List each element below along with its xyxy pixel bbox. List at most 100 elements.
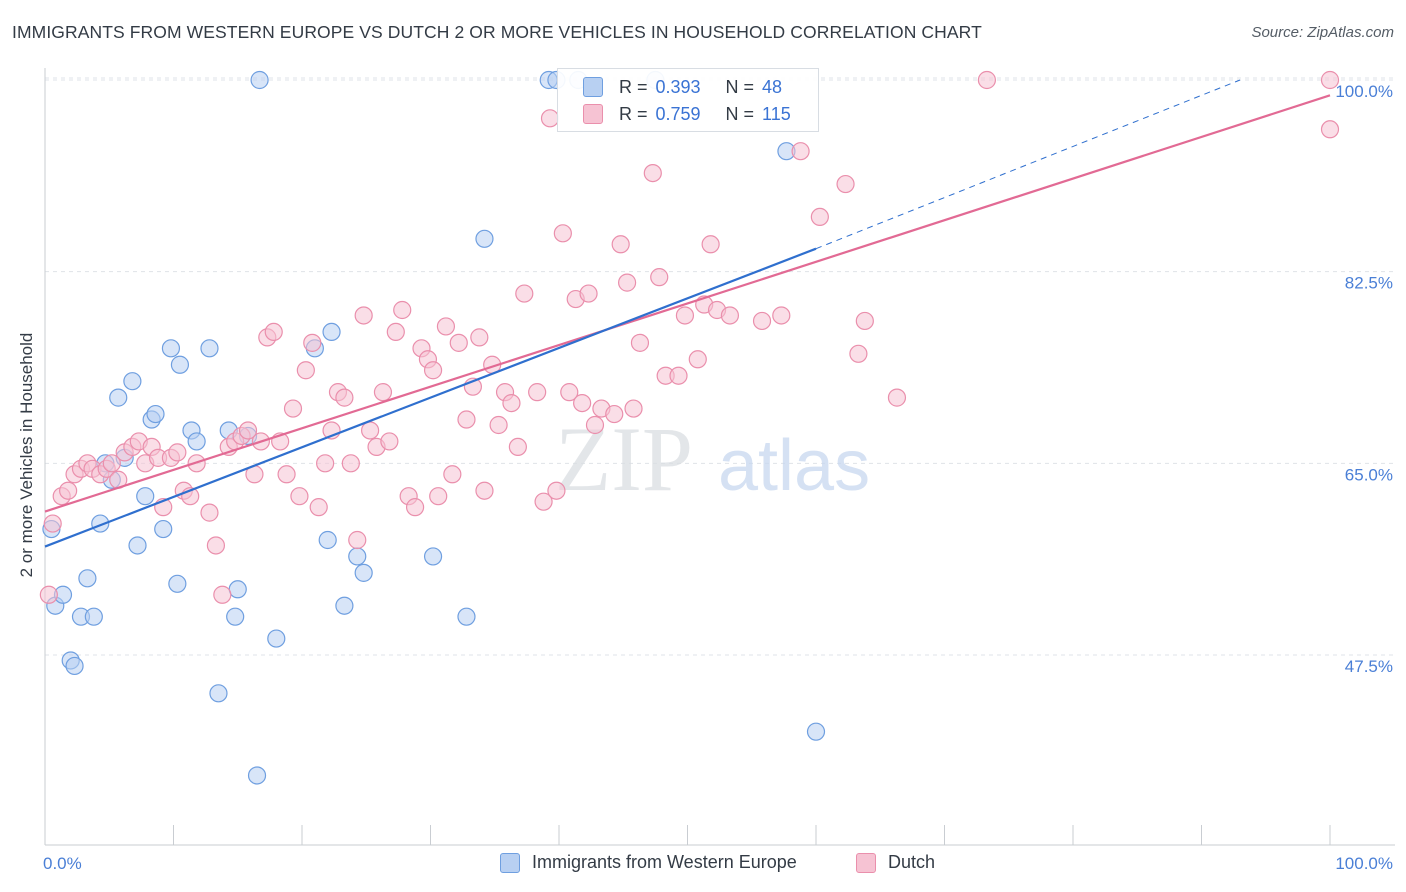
point-immigrants <box>250 70 269 90</box>
point-dutch <box>669 366 688 385</box>
point-immigrants <box>84 607 103 626</box>
legend-r-value-immigrants: 0.393 <box>655 76 701 97</box>
point-dutch <box>296 361 315 380</box>
point-dutch <box>238 421 258 440</box>
point-immigrants <box>209 684 228 703</box>
point-dutch <box>515 284 534 303</box>
point-dutch <box>290 487 309 506</box>
point-dutch <box>675 306 695 325</box>
stats-legend: R = 0.393 N = 48 R = 0.759 N = 115 <box>557 68 819 132</box>
point-immigrants <box>267 629 286 648</box>
point-dutch <box>361 421 380 440</box>
point-immigrants <box>200 339 219 358</box>
x-tick-label-min: 0.0% <box>43 854 82 873</box>
grid <box>45 77 1395 656</box>
point-immigrants <box>354 563 373 582</box>
point-dutch <box>341 454 360 473</box>
point-dutch <box>200 503 219 522</box>
point-dutch <box>470 328 489 347</box>
tick-labels: 47.5% 65.0% 82.5% 100.0% 0.0% 100.0% <box>43 82 1393 873</box>
point-dutch <box>423 361 443 380</box>
point-immigrants <box>109 388 128 407</box>
point-dutch <box>643 163 662 183</box>
point-dutch <box>701 235 720 254</box>
point-dutch <box>39 585 58 604</box>
point-dutch <box>303 333 322 352</box>
legend-n-label: N = <box>725 76 755 97</box>
point-immigrants <box>136 487 155 506</box>
point-dutch <box>618 273 637 292</box>
legend-r-label: R = <box>619 76 648 97</box>
trend-line-dutch <box>44 94 1331 513</box>
point-immigrants <box>348 547 367 566</box>
point-immigrants <box>228 580 247 599</box>
legend-n-value-dutch: 115 <box>762 103 791 124</box>
point-dutch <box>547 481 566 500</box>
x-tick-label-max: 100.0% <box>1335 854 1393 873</box>
point-dutch <box>443 465 462 484</box>
trend-line-immigrants-extension <box>815 79 1241 250</box>
y-tick-label: 65.0% <box>1345 465 1393 484</box>
point-immigrants <box>335 596 354 615</box>
point-dutch <box>849 344 868 363</box>
point-dutch <box>457 410 476 429</box>
point-dutch <box>354 306 373 325</box>
chart-title: IMMIGRANTS FROM WESTERN EUROPE VS DUTCH … <box>12 22 982 42</box>
point-dutch <box>855 311 874 331</box>
bottom-legend-swatch-blue <box>500 852 520 873</box>
point-dutch <box>508 437 527 457</box>
point-immigrants <box>318 530 337 550</box>
watermark-atlas: atlas <box>718 426 870 506</box>
legend-n-value-immigrants: 48 <box>762 76 783 97</box>
legend-n-label: N = <box>725 103 755 124</box>
point-dutch <box>540 109 560 128</box>
point-dutch <box>887 388 907 407</box>
point-dutch <box>720 306 740 325</box>
point-dutch <box>810 207 829 227</box>
bottom-legend-immigrants: Immigrants from Western Europe <box>500 852 797 873</box>
point-dutch <box>502 393 521 413</box>
point-immigrants <box>170 355 190 374</box>
point-immigrants <box>123 372 142 391</box>
point-dutch <box>277 465 296 484</box>
point-dutch <box>772 306 791 325</box>
point-dutch <box>534 492 553 511</box>
point-immigrants <box>247 766 267 785</box>
point-immigrants <box>226 607 245 626</box>
bottom-legend-label-dutch: Dutch <box>888 852 936 872</box>
y-tick-label: 82.5% <box>1345 274 1393 293</box>
point-dutch <box>573 393 592 413</box>
point-immigrants <box>423 547 443 566</box>
point-dutch <box>836 174 855 194</box>
point-immigrants <box>806 722 826 741</box>
point-dutch <box>405 498 425 517</box>
point-dutch <box>611 235 630 254</box>
point-dutch <box>449 333 468 352</box>
legend-row-dutch: R = 0.759 N = 115 <box>558 100 791 128</box>
legend-swatch-pink <box>583 104 603 124</box>
point-dutch <box>168 443 187 462</box>
point-dutch <box>316 454 335 473</box>
point-dutch <box>791 142 810 161</box>
series-immigrants-points <box>42 70 826 785</box>
point-dutch <box>373 383 393 402</box>
bottom-legend-label-immigrants: Immigrants from Western Europe <box>532 852 797 872</box>
point-dutch <box>528 383 547 402</box>
point-dutch <box>348 530 367 550</box>
point-dutch <box>264 322 283 342</box>
point-immigrants <box>187 432 206 451</box>
legend-row-immigrants: R = 0.393 N = 48 <box>558 73 782 101</box>
point-dutch <box>43 514 62 533</box>
watermark-zip: ZIP <box>555 408 693 510</box>
bottom-legend-swatch-pink <box>856 852 876 873</box>
point-dutch <box>605 404 624 424</box>
point-dutch <box>553 224 572 243</box>
point-immigrants <box>146 404 165 424</box>
point-dutch <box>977 70 997 90</box>
point-dutch <box>102 454 121 473</box>
point-immigrants <box>168 574 187 593</box>
point-dutch <box>335 388 354 407</box>
point-immigrants <box>78 569 97 588</box>
trend-line-immigrants <box>44 247 817 548</box>
